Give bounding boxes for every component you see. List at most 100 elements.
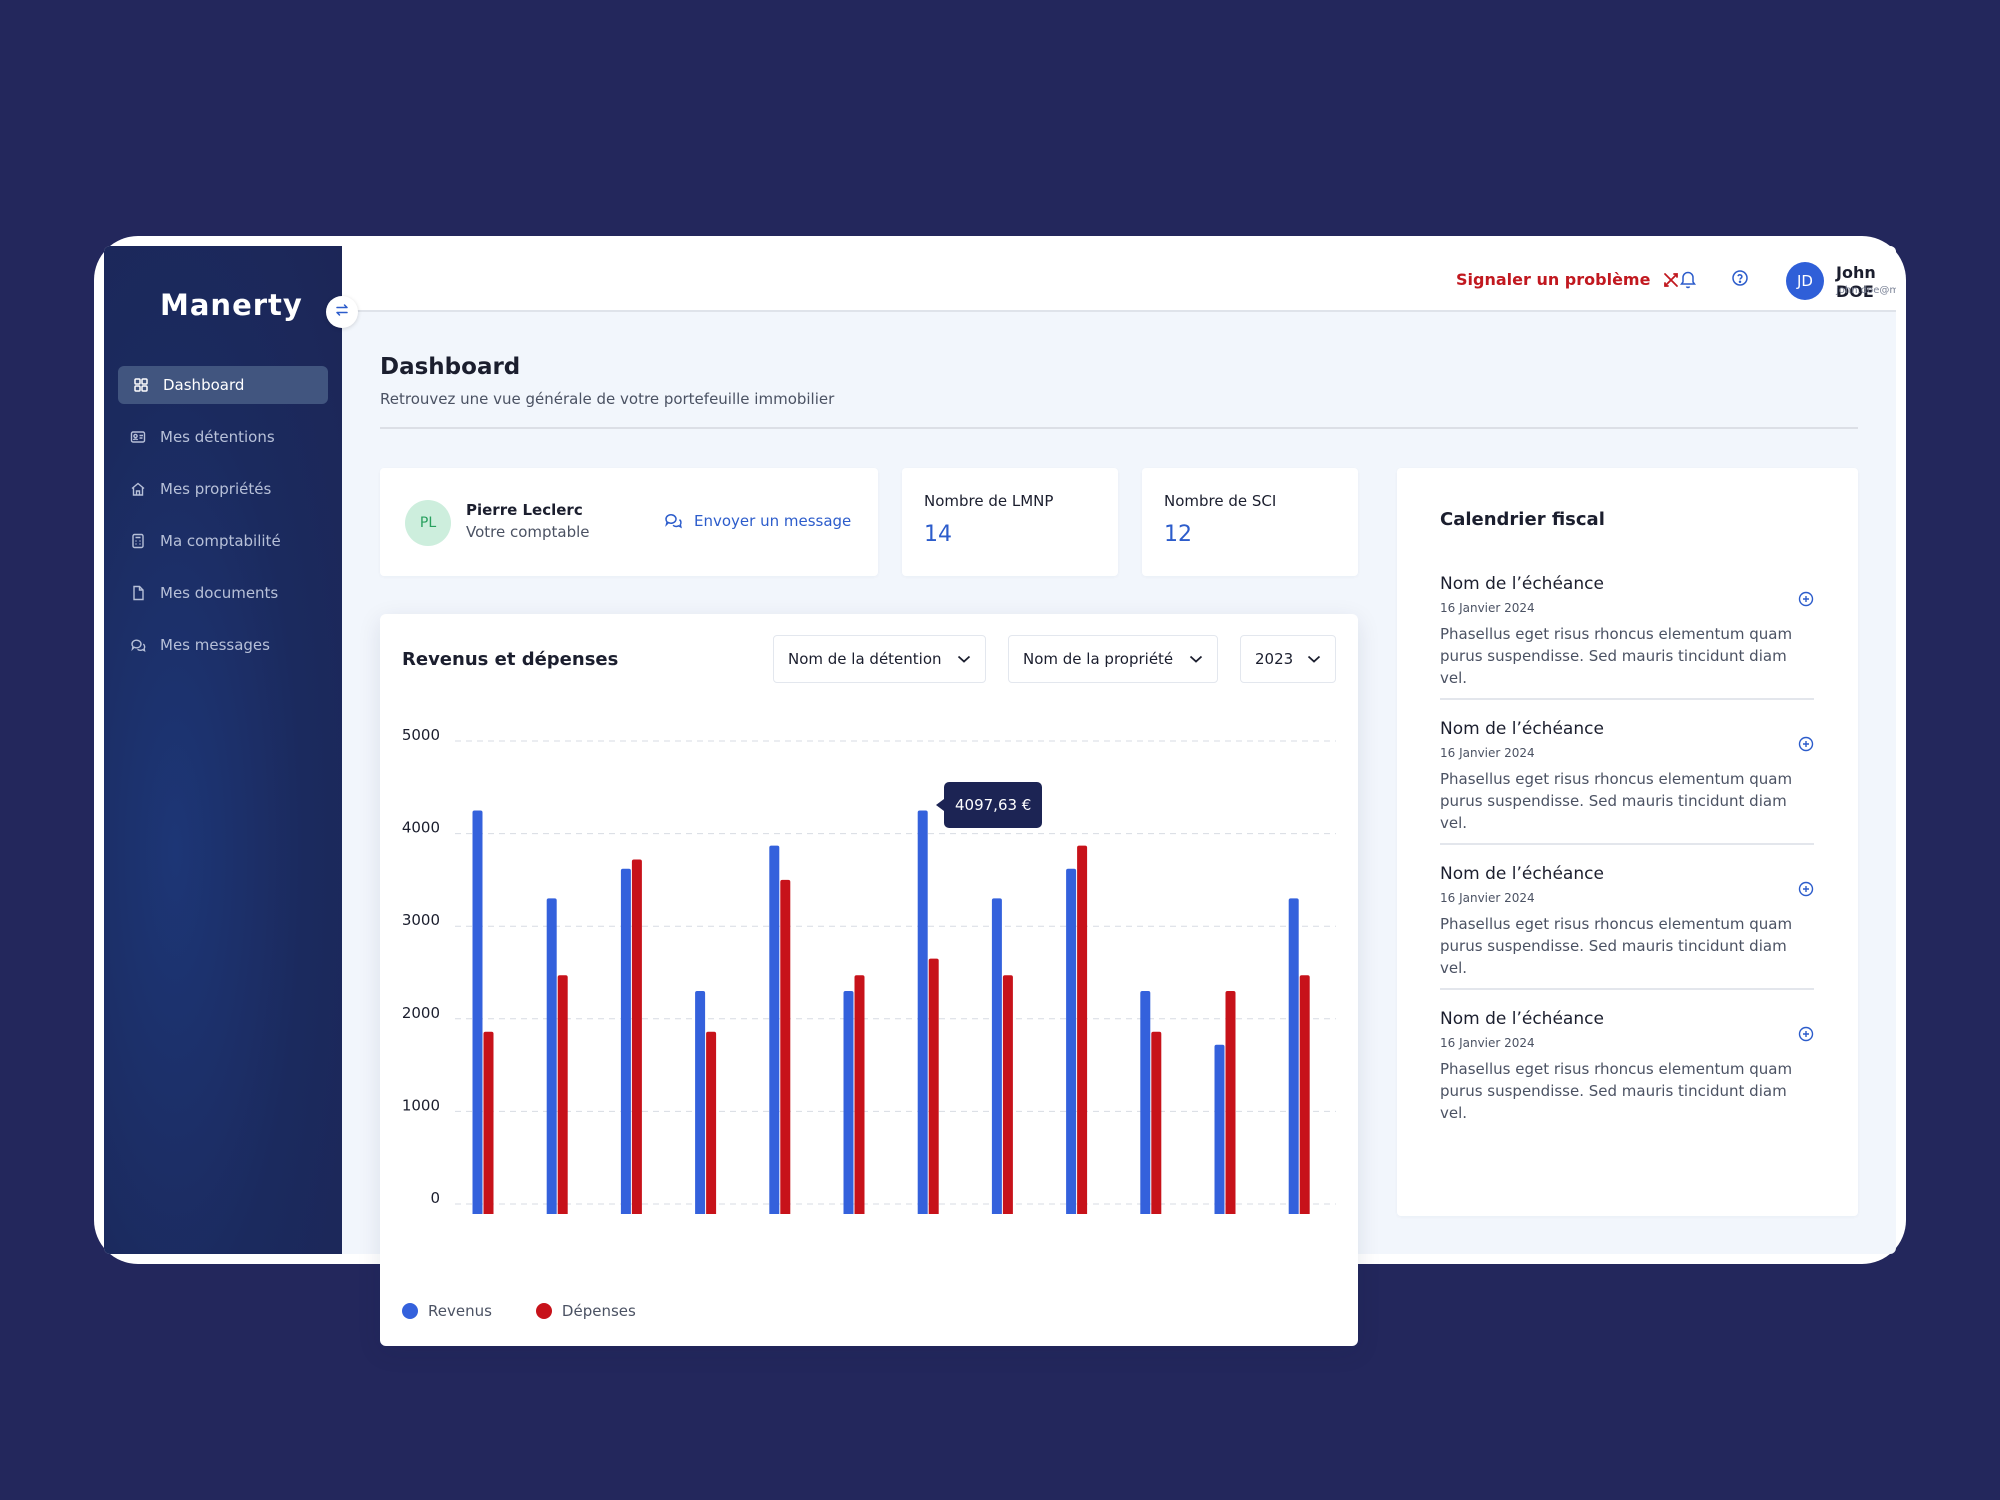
sidebar-item-proprietes[interactable]: Mes propriétés (118, 470, 328, 508)
deadline-description-line: Phasellus eget risus rhoncus elementum q… (1440, 915, 1793, 933)
user-name: John DOE (1836, 263, 1876, 301)
bar-revenus[interactable] (472, 810, 483, 1214)
deadline-description-line: purus suspendisse. Sed mauris tincidunt … (1440, 792, 1787, 832)
calendar-separator (1440, 988, 1814, 990)
sidebar-item-documents[interactable]: Mes documents (118, 574, 328, 612)
accountant-avatar: PL (405, 500, 451, 546)
bar-revenus[interactable] (917, 810, 928, 1214)
bar-depenses[interactable] (483, 1031, 494, 1214)
bar-revenus[interactable] (620, 868, 631, 1214)
bar-depenses[interactable] (1077, 845, 1088, 1214)
sidebar-item-label: Ma comptabilité (160, 532, 281, 550)
bar-depenses[interactable] (854, 975, 865, 1214)
sidebar-item-label: Mes propriétés (160, 480, 272, 498)
year-filter-dropdown[interactable]: 2023 (1240, 635, 1336, 683)
chevron-down-icon (957, 655, 971, 663)
bar-depenses[interactable] (1002, 975, 1013, 1214)
deadline-description-line: Phasellus eget risus rhoncus elementum q… (1440, 625, 1793, 643)
deadline-name: Nom de l’échéance (1440, 574, 1604, 594)
deadline-date: 16 Janvier 2024 (1440, 601, 1535, 615)
y-tick-label: 1000 (402, 1096, 440, 1114)
calendar-title: Calendrier fiscal (1440, 509, 1605, 530)
sidebar-nav: Dashboard Mes détentions Mes propriétés … (118, 366, 328, 678)
calendar-item: Nom de l’échéance 16 Janvier 2024 Phasel… (1440, 574, 1814, 689)
report-problem-link[interactable]: Signaler un problème (1456, 270, 1680, 289)
accountant-role: Votre comptable (466, 523, 590, 541)
sidebar-item-messages[interactable]: Mes messages (118, 626, 328, 664)
bar-depenses[interactable] (631, 859, 642, 1214)
document-icon (130, 585, 146, 601)
user-avatar[interactable]: JD (1786, 262, 1824, 300)
bar-revenus[interactable] (991, 898, 1002, 1214)
legend-swatch (402, 1303, 418, 1319)
stat-value: 12 (1164, 522, 1192, 547)
chevron-down-icon (1189, 655, 1203, 663)
page-subtitle: Retrouvez une vue générale de votre port… (380, 390, 835, 408)
bar-revenus[interactable] (769, 845, 780, 1214)
dropdown-value: Nom de la détention (788, 650, 942, 668)
bar-depenses[interactable] (557, 975, 568, 1214)
bar-depenses[interactable] (1225, 991, 1236, 1214)
deadline-name: Nom de l’échéance (1440, 864, 1604, 884)
bar-revenus[interactable] (695, 991, 706, 1214)
stat-value: 14 (924, 522, 952, 547)
sidebar: Manerty Dashboard Mes détentions Mes pro… (104, 246, 342, 1254)
topbar: Signaler un problème JD John DOE john.do… (342, 246, 1896, 312)
stat-label: Nombre de SCI (1164, 492, 1277, 510)
deadline-date: 16 Janvier 2024 (1440, 1036, 1535, 1050)
add-circle-icon[interactable] (1798, 1026, 1814, 1046)
deadline-description-line: purus suspendisse. Sed mauris tincidunt … (1440, 1082, 1787, 1122)
legend-item-revenus[interactable]: Revenus (402, 1302, 492, 1320)
sidebar-item-label: Mes documents (160, 584, 279, 602)
sidebar-item-label: Mes messages (160, 636, 270, 654)
home-icon (130, 481, 146, 497)
bar-revenus[interactable] (1066, 868, 1077, 1214)
sidebar-item-comptabilite[interactable]: Ma comptabilité (118, 522, 328, 560)
sidebar-toggle-button[interactable] (326, 296, 358, 328)
calendar-separator (1440, 843, 1814, 845)
calculator-icon (130, 533, 146, 549)
property-filter-dropdown[interactable]: Nom de la propriété (1008, 635, 1218, 683)
help-icon[interactable] (1731, 269, 1749, 291)
legend-label: Dépenses (561, 1302, 636, 1320)
bar-revenus[interactable] (1214, 1044, 1225, 1214)
page-title: Dashboard (380, 354, 521, 380)
notification-bell-icon[interactable] (1679, 269, 1697, 293)
bar-revenus[interactable] (546, 898, 557, 1214)
bar-revenus[interactable] (1288, 898, 1299, 1214)
sidebar-item-detentions[interactable]: Mes détentions (118, 418, 328, 456)
add-circle-icon[interactable] (1798, 736, 1814, 756)
bar-revenus[interactable] (843, 991, 854, 1214)
add-circle-icon[interactable] (1798, 591, 1814, 611)
y-tick-label: 5000 (402, 726, 440, 744)
calendar-separator (1440, 698, 1814, 700)
deadline-description: Phasellus eget risus rhoncus elementum q… (1440, 913, 1814, 979)
legend-label: Revenus (428, 1302, 492, 1320)
calendar-item: Nom de l’échéance 16 Janvier 2024 Phasel… (1440, 719, 1814, 834)
bar-depenses[interactable] (780, 879, 791, 1214)
deadline-name: Nom de l’échéance (1440, 719, 1604, 739)
sidebar-item-dashboard[interactable]: Dashboard (118, 366, 328, 404)
bar-depenses[interactable] (928, 958, 939, 1214)
send-message-link[interactable]: Envoyer un message (664, 512, 851, 530)
add-circle-icon[interactable] (1798, 881, 1814, 901)
legend-item-depenses[interactable]: Dépenses (535, 1302, 636, 1320)
bar-depenses[interactable] (1299, 975, 1310, 1214)
bar-value-tooltip: 4097,63 € (935, 782, 1043, 828)
deadline-description: Phasellus eget risus rhoncus elementum q… (1440, 768, 1814, 834)
swap-arrows-icon (334, 302, 350, 322)
sidebar-item-label: Mes détentions (160, 428, 275, 446)
y-tick-label: 4000 (402, 819, 440, 837)
bar-depenses[interactable] (706, 1031, 717, 1214)
accountant-card: PL Pierre Leclerc Votre comptable Envoye… (380, 468, 878, 576)
bar-chart: 500040003000200010000JanFevMarAvrMaiJuiJ… (402, 726, 1336, 1214)
bar-revenus[interactable] (1140, 991, 1151, 1214)
stat-label: Nombre de LMNP (924, 492, 1054, 510)
y-tick-label: 0 (430, 1189, 440, 1207)
grid-icon (133, 377, 149, 393)
detention-filter-dropdown[interactable]: Nom de la détention (773, 635, 986, 683)
y-tick-label: 2000 (402, 1004, 440, 1022)
bar-depenses[interactable] (1151, 1031, 1162, 1214)
chart-title: Revenus et dépenses (402, 649, 619, 670)
dropdown-value: 2023 (1255, 650, 1294, 668)
